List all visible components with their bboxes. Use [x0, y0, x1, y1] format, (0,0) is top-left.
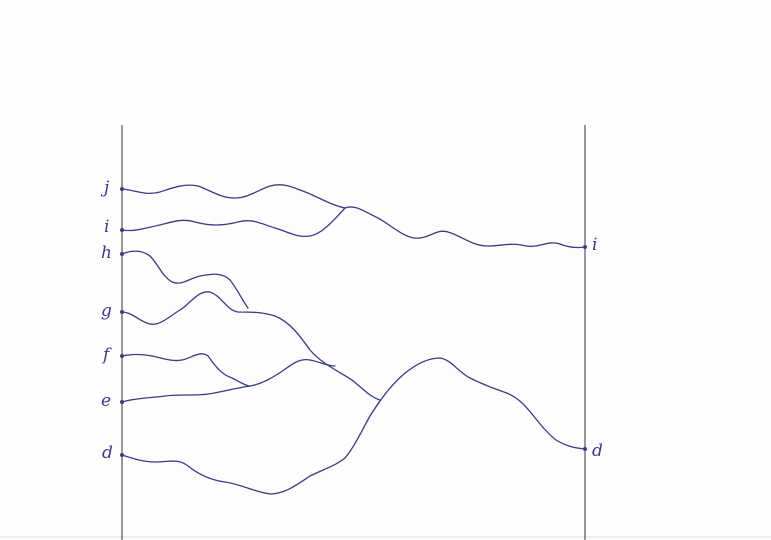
path-d	[121, 357, 586, 495]
right-label-i: i	[592, 235, 597, 255]
path-g	[121, 291, 381, 401]
left-label-f: f	[101, 345, 112, 365]
left-label-i: i	[104, 217, 109, 237]
endpoint-dots	[120, 187, 587, 457]
right-label-d: d	[592, 441, 603, 461]
left-label-g: g	[101, 301, 112, 321]
path-f	[121, 353, 251, 387]
path-h	[121, 250, 249, 309]
path-i	[121, 206, 586, 249]
left-label-j: j	[100, 178, 110, 198]
path-e	[121, 358, 336, 403]
path-j	[121, 184, 346, 209]
left-label-e: e	[101, 391, 111, 411]
left-label-d: d	[102, 443, 113, 463]
left-label-h: h	[101, 243, 112, 263]
paths	[121, 184, 586, 495]
